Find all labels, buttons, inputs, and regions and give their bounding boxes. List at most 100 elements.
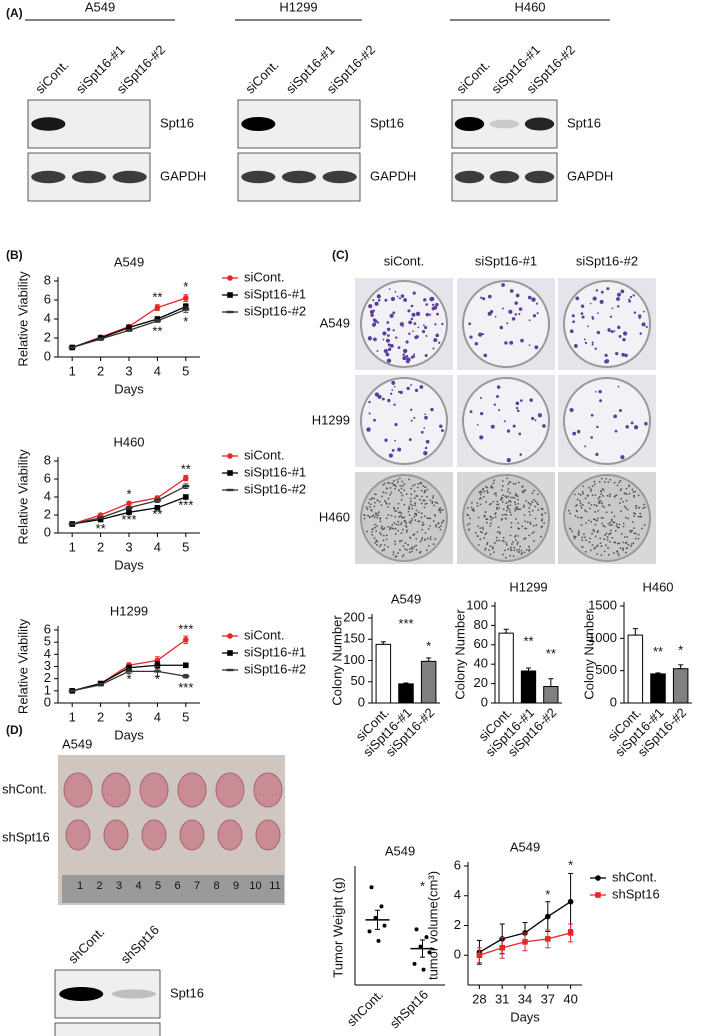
colony [527, 501, 530, 504]
legend-marker [226, 310, 234, 314]
significance: * [183, 314, 188, 329]
colony [469, 517, 471, 520]
marker [154, 505, 161, 511]
y-tick-label: 80 [474, 617, 488, 632]
colony [379, 531, 381, 534]
colony [512, 541, 514, 543]
colony [590, 549, 592, 552]
significance: ** [181, 461, 191, 476]
legend-marker [227, 453, 233, 459]
colony [514, 534, 517, 537]
colony [514, 539, 517, 542]
colony [374, 542, 377, 544]
blot-box [54, 969, 161, 1019]
colony [624, 353, 628, 358]
colony [385, 538, 388, 541]
colony [606, 287, 610, 291]
significance: *** [178, 680, 193, 695]
chart-title: H460 [113, 434, 144, 449]
colony [419, 540, 422, 543]
colony [606, 536, 609, 539]
significance: * [678, 643, 683, 658]
colony [536, 501, 538, 504]
colony [510, 526, 513, 529]
colony [377, 299, 381, 302]
colony [628, 485, 630, 488]
colony [591, 343, 594, 346]
band [524, 170, 555, 184]
colony [615, 494, 618, 497]
colony [366, 508, 369, 510]
colony [478, 332, 483, 337]
band [241, 117, 276, 131]
colony [398, 549, 401, 551]
y-tick-label: 1500 [588, 597, 617, 612]
colony [367, 514, 369, 517]
colony [601, 487, 604, 490]
colony [503, 540, 505, 543]
colony [424, 326, 428, 330]
colony [368, 506, 371, 508]
colony [610, 518, 613, 521]
colony [611, 537, 614, 539]
colony [513, 497, 516, 500]
colony [489, 522, 492, 525]
colony [394, 515, 397, 518]
colony [593, 547, 596, 550]
colony [536, 493, 539, 496]
colony [577, 534, 580, 537]
colony [505, 543, 508, 546]
colony [489, 553, 492, 556]
colony [490, 424, 495, 429]
colony [521, 486, 523, 488]
colony [504, 513, 506, 516]
colony [373, 516, 376, 519]
colony [369, 498, 371, 501]
marker [182, 308, 190, 311]
colony [430, 407, 434, 412]
colony [609, 315, 613, 318]
colony [612, 552, 615, 554]
colony [613, 541, 616, 544]
legend-label: siSpt16-#1 [244, 464, 306, 479]
y-tick-label: 150 [343, 631, 365, 646]
colony [399, 390, 403, 395]
colony [370, 313, 374, 317]
colony [629, 529, 631, 532]
colony [424, 415, 428, 420]
colony [373, 523, 376, 526]
colony [416, 495, 419, 497]
colony [509, 534, 512, 537]
bar [627, 634, 644, 704]
y-axis-label: tumor volume(cm³) [425, 871, 440, 980]
colony [509, 492, 511, 494]
colony [415, 509, 418, 512]
colony [404, 524, 407, 527]
blot-box [54, 1022, 161, 1036]
band-label: Spt16 [160, 115, 194, 130]
colony [427, 528, 430, 530]
colony [624, 516, 627, 519]
colony [366, 427, 371, 432]
colony [582, 485, 585, 488]
band [454, 170, 485, 184]
colony [410, 304, 414, 308]
colony [394, 543, 397, 546]
colony [582, 492, 584, 495]
marker [68, 522, 76, 526]
colony [402, 325, 404, 328]
colony [505, 502, 508, 505]
colony [407, 309, 411, 313]
colony [411, 547, 414, 550]
marker [154, 304, 161, 311]
colony [393, 385, 396, 388]
colony [422, 523, 425, 526]
colony [490, 486, 493, 489]
colony [385, 338, 390, 343]
colony [407, 543, 409, 546]
colony [390, 514, 393, 517]
colony [437, 509, 440, 512]
colony [617, 552, 619, 555]
lane-label: shSpt16 [118, 922, 162, 966]
colony [581, 516, 583, 519]
